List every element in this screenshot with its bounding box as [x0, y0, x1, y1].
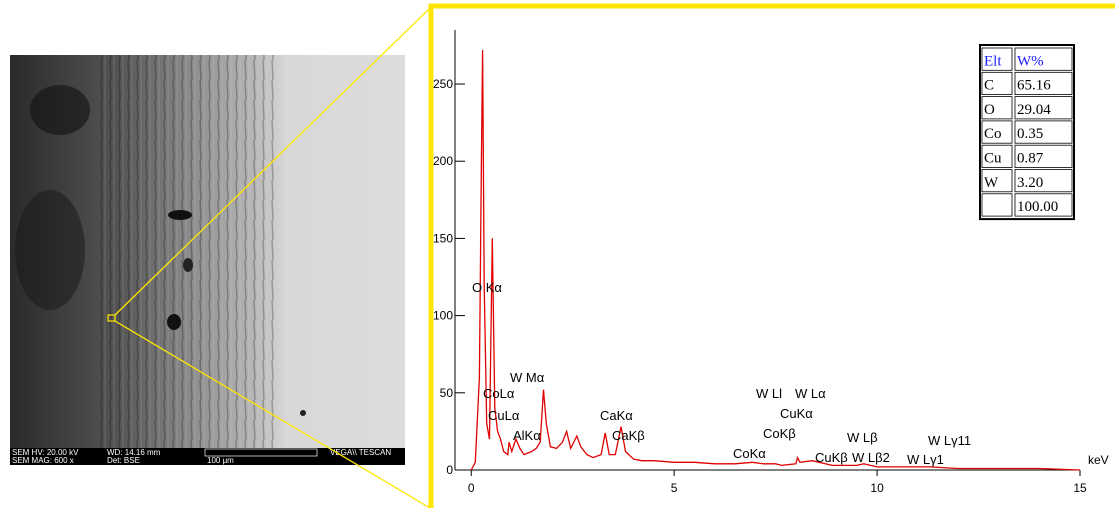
table-text: 3.20	[1017, 175, 1043, 191]
y-tick-label: 250	[433, 77, 453, 91]
table-text: Cu	[984, 151, 1002, 167]
peak-label: CaKβ	[612, 428, 645, 443]
x-tick-label: 10	[870, 481, 884, 495]
sem-vendor: VEGA\\ TESCAN	[330, 448, 391, 457]
table-text: O	[984, 102, 995, 118]
table-text: 100.00	[1017, 199, 1058, 215]
peak-label: CoKα	[733, 446, 766, 461]
table-text: 0.35	[1017, 126, 1043, 142]
sem-image: SEM HV: 20.00 kV WD: 14.16 mm VEGA\\ TES…	[10, 55, 405, 465]
table-text: Elt	[984, 53, 1002, 69]
x-tick-label: 15	[1073, 481, 1087, 495]
peak-label: CuLα	[488, 408, 520, 423]
table-text: C	[984, 78, 994, 94]
peak-label: W Lβ2	[852, 450, 890, 465]
y-tick-label: 0	[446, 463, 453, 477]
table-text: W%	[1017, 53, 1044, 69]
peak-label: W Lβ	[847, 430, 878, 445]
peak-label: W Ll	[756, 386, 782, 401]
peak-label: O Kα	[472, 280, 502, 295]
peak-label: CaKα	[600, 408, 633, 423]
y-tick-label: 100	[433, 309, 453, 323]
peak-label: W Lγ1	[907, 452, 944, 467]
y-tick-label: 150	[433, 231, 453, 245]
peak-label: W Lα	[795, 386, 826, 401]
table-text: 29.04	[1017, 102, 1051, 118]
peak-label: AlKα	[513, 428, 541, 443]
table-text: Co	[984, 126, 1002, 142]
peak-label: CoKβ	[763, 426, 796, 441]
y-tick-label: 200	[433, 154, 453, 168]
peak-label: W Lγ11	[928, 433, 971, 448]
x-tick-label: 0	[468, 481, 475, 495]
y-tick-label: 50	[440, 386, 454, 400]
table-text: 65.16	[1017, 78, 1051, 94]
sem-scale: 100 μm	[207, 456, 234, 465]
peak-label: W Mα	[510, 370, 545, 385]
peak-label: CuKβ	[815, 450, 848, 465]
peak-label: CoLα	[483, 386, 515, 401]
figure: SEM HV: 20.00 kV WD: 14.16 mm VEGA\\ TES…	[0, 0, 1115, 508]
peak-label: CuKα	[780, 406, 813, 421]
table-text: 0.87	[1017, 151, 1044, 167]
x-tick-label: 5	[671, 481, 678, 495]
sem-det: Det: BSE	[107, 456, 140, 465]
table-text: W	[984, 175, 999, 191]
x-axis-label: keV	[1088, 453, 1109, 467]
sem-mag: SEM MAG: 600 x	[12, 456, 74, 465]
